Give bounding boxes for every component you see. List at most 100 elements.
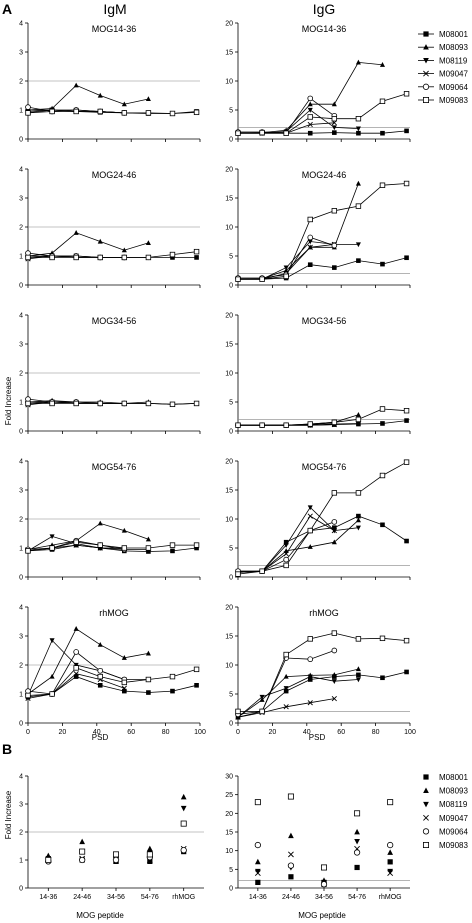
igg-mog54-76-point-M09083: [283, 562, 289, 569]
igg-mog54-76-ytick-label: 5: [229, 546, 233, 553]
chart-igg-mog54-76: 0 5 10 15 20 MOG54-76: [225, 459, 411, 582]
igm-rhmog-ytick-label: 0: [19, 721, 23, 728]
igm-rhmog-point-M09047: [121, 685, 127, 691]
y-axis-label-b: Fold Increase: [4, 790, 13, 839]
legend-label-M09047: M09047: [439, 70, 468, 79]
igg-mog14-36-ytick-label: 15: [225, 50, 233, 57]
igm-mog34-56-point-M09083: [73, 400, 79, 407]
igg-mog14-36-ytick-label: 0: [229, 137, 233, 144]
igg-rhmog-series-line-M08119: [237, 676, 359, 718]
igm-mog14-36-point-M08093: [145, 96, 151, 102]
igm-rhmog-point-M09083: [193, 666, 200, 673]
b-igm-ytick-label: 2: [19, 830, 23, 837]
igg-rhmog-point-M08093: [283, 673, 289, 679]
igm-mog34-56-point-M09083: [25, 400, 31, 407]
igg-mog24-46-ytick-label: 10: [225, 225, 233, 232]
igg-mog54-76-ytick-label: 0: [229, 575, 233, 582]
b-igg-xtick-label: 14-36: [249, 894, 267, 901]
igg-rhmog-series-line-M09047: [237, 698, 335, 718]
igg-mog24-46-ytick-label: 15: [225, 196, 233, 203]
igg-mog24-46-point-M08001: [307, 262, 313, 267]
igg-mog54-76-point-M09047: [307, 513, 313, 519]
b-igg-ytick-label: 25: [225, 792, 233, 799]
igg-mog24-46-point-M09083: [355, 203, 362, 209]
igg-rhmog-point-M09083: [283, 651, 289, 658]
igg-mog34-56-ytick-label: 15: [225, 342, 233, 349]
igm-mog54-76-point-M08093: [97, 520, 103, 526]
igm-mog14-36-ytick-label: 4: [19, 21, 23, 28]
igm-mog34-56-series-line-M09083: [28, 402, 197, 405]
igg-rhmog-point-M09083: [235, 708, 241, 715]
b-igg-xtick-label: 24-46: [282, 894, 300, 901]
b-igg-ytick-label: 0: [229, 886, 233, 893]
igg-mog14-36-point-M09083: [307, 114, 313, 120]
b-igg-point-M09083: [387, 799, 394, 806]
igm-mog14-36-point-M08093: [97, 92, 103, 98]
igm-rhmog-ytick-label: 1: [19, 692, 23, 699]
igm-rhmog-xtick-label: 40: [93, 729, 101, 736]
igg-mog24-46-point-M09083: [307, 216, 313, 223]
igm-mog54-76-ytick-label: 1: [19, 546, 23, 553]
igg-mog24-46-point-M08119: [307, 239, 313, 245]
panel-b-label: B: [2, 741, 12, 757]
igg-mog54-76-point-M08119: [283, 543, 289, 548]
y-axis-label-a: Fold Increase: [4, 376, 13, 425]
igg-mog54-76-series-line-M08093: [237, 519, 359, 573]
igg-mog54-76-point-M09064: [283, 556, 289, 563]
b-igm-point-M09064: [112, 856, 120, 864]
b-igg-point-M09047: [254, 870, 261, 876]
igg-mog34-56-point-M09083: [331, 419, 338, 425]
x-axis-label-peptide-igg: MOG peptide: [298, 911, 346, 920]
igm-mog24-46-point-M08093: [97, 238, 103, 244]
igg-mog34-56-point-M09083: [259, 422, 265, 428]
igg-mog34-56-title: MOG34-56: [302, 316, 347, 326]
igm-rhmog-point-M09083: [145, 676, 152, 683]
b-igg-point-M09064: [387, 841, 394, 849]
igg-mog24-46-point-M09083: [403, 180, 410, 187]
igm-rhmog-xtick-label: 100: [194, 729, 206, 736]
igg-rhmog-point-M08119: [283, 686, 289, 691]
b-igg-ytick-label: 15: [225, 830, 233, 837]
legend-label-M09083: M09083: [439, 96, 468, 105]
b-igm-point-M08119: [180, 805, 187, 812]
igm-mog54-76-series-line-M08119: [27, 535, 149, 552]
igg-rhmog-series-line-M08093: [237, 668, 359, 718]
igg-rhmog-point-M08119: [355, 677, 361, 683]
igg-mog24-46-point-M09064: [307, 234, 314, 241]
igg-mog34-56-point-M09083: [403, 407, 410, 414]
igg-rhmog-xtick-label: 60: [337, 729, 345, 736]
igg-mog34-56-point-M08093: [355, 412, 361, 417]
igm-mog14-36-ytick-label: 2: [19, 79, 23, 86]
igm-mog14-36-point-M09083: [97, 108, 103, 115]
b-igg-point-M09047: [387, 870, 394, 876]
igg-mog14-36-point-M09064: [307, 95, 314, 102]
legend-marker-M08119: [423, 58, 429, 64]
legend-marker-M09064: [422, 828, 430, 835]
igg-mog54-76-point-M09083: [331, 490, 338, 496]
igm-mog24-46-point-M08001: [170, 255, 175, 260]
b-igg-point-M08001: [354, 864, 360, 871]
igm-mog14-36-point-M09064: [25, 104, 31, 110]
igm-rhmog-series-line-M09083: [27, 667, 197, 696]
b-igm-point-M09064: [79, 856, 86, 864]
igg-rhmog-series-line-M08001: [237, 671, 407, 718]
igm-rhmog-title: rhMOG: [99, 608, 129, 618]
x-axis-label-peptide-igm: MOG peptide: [76, 911, 124, 920]
chart-igm-mog54-76: 0 1 2 3 4 MOG54-76: [19, 459, 201, 582]
igm-mog54-76-series-line-M08093: [27, 522, 149, 550]
igg-rhmog-point-M09064: [307, 656, 314, 663]
b-igg-ytick-label: 10: [225, 848, 233, 855]
igm-rhmog-point-M08001: [146, 690, 151, 695]
igm-mog24-46-point-M09083: [169, 251, 176, 258]
igg-mog34-56-ytick-label: 10: [225, 371, 233, 378]
igm-mog24-46-point-M09083: [73, 254, 79, 261]
igg-mog14-36-title: MOG14-36: [302, 24, 347, 34]
igm-rhmog-point-M08093: [49, 673, 55, 679]
igm-mog24-46-point-M08001: [194, 255, 199, 260]
igm-rhmog-xtick-label: 20: [59, 729, 67, 736]
legend-marker-M09083: [422, 842, 429, 849]
igm-mog54-76-ytick-label: 2: [19, 517, 23, 524]
igm-mog34-56-point-M09083: [49, 400, 55, 407]
igm-mog24-46-point-M08093: [121, 247, 127, 253]
igm-mog34-56-title: MOG34-56: [92, 316, 137, 326]
